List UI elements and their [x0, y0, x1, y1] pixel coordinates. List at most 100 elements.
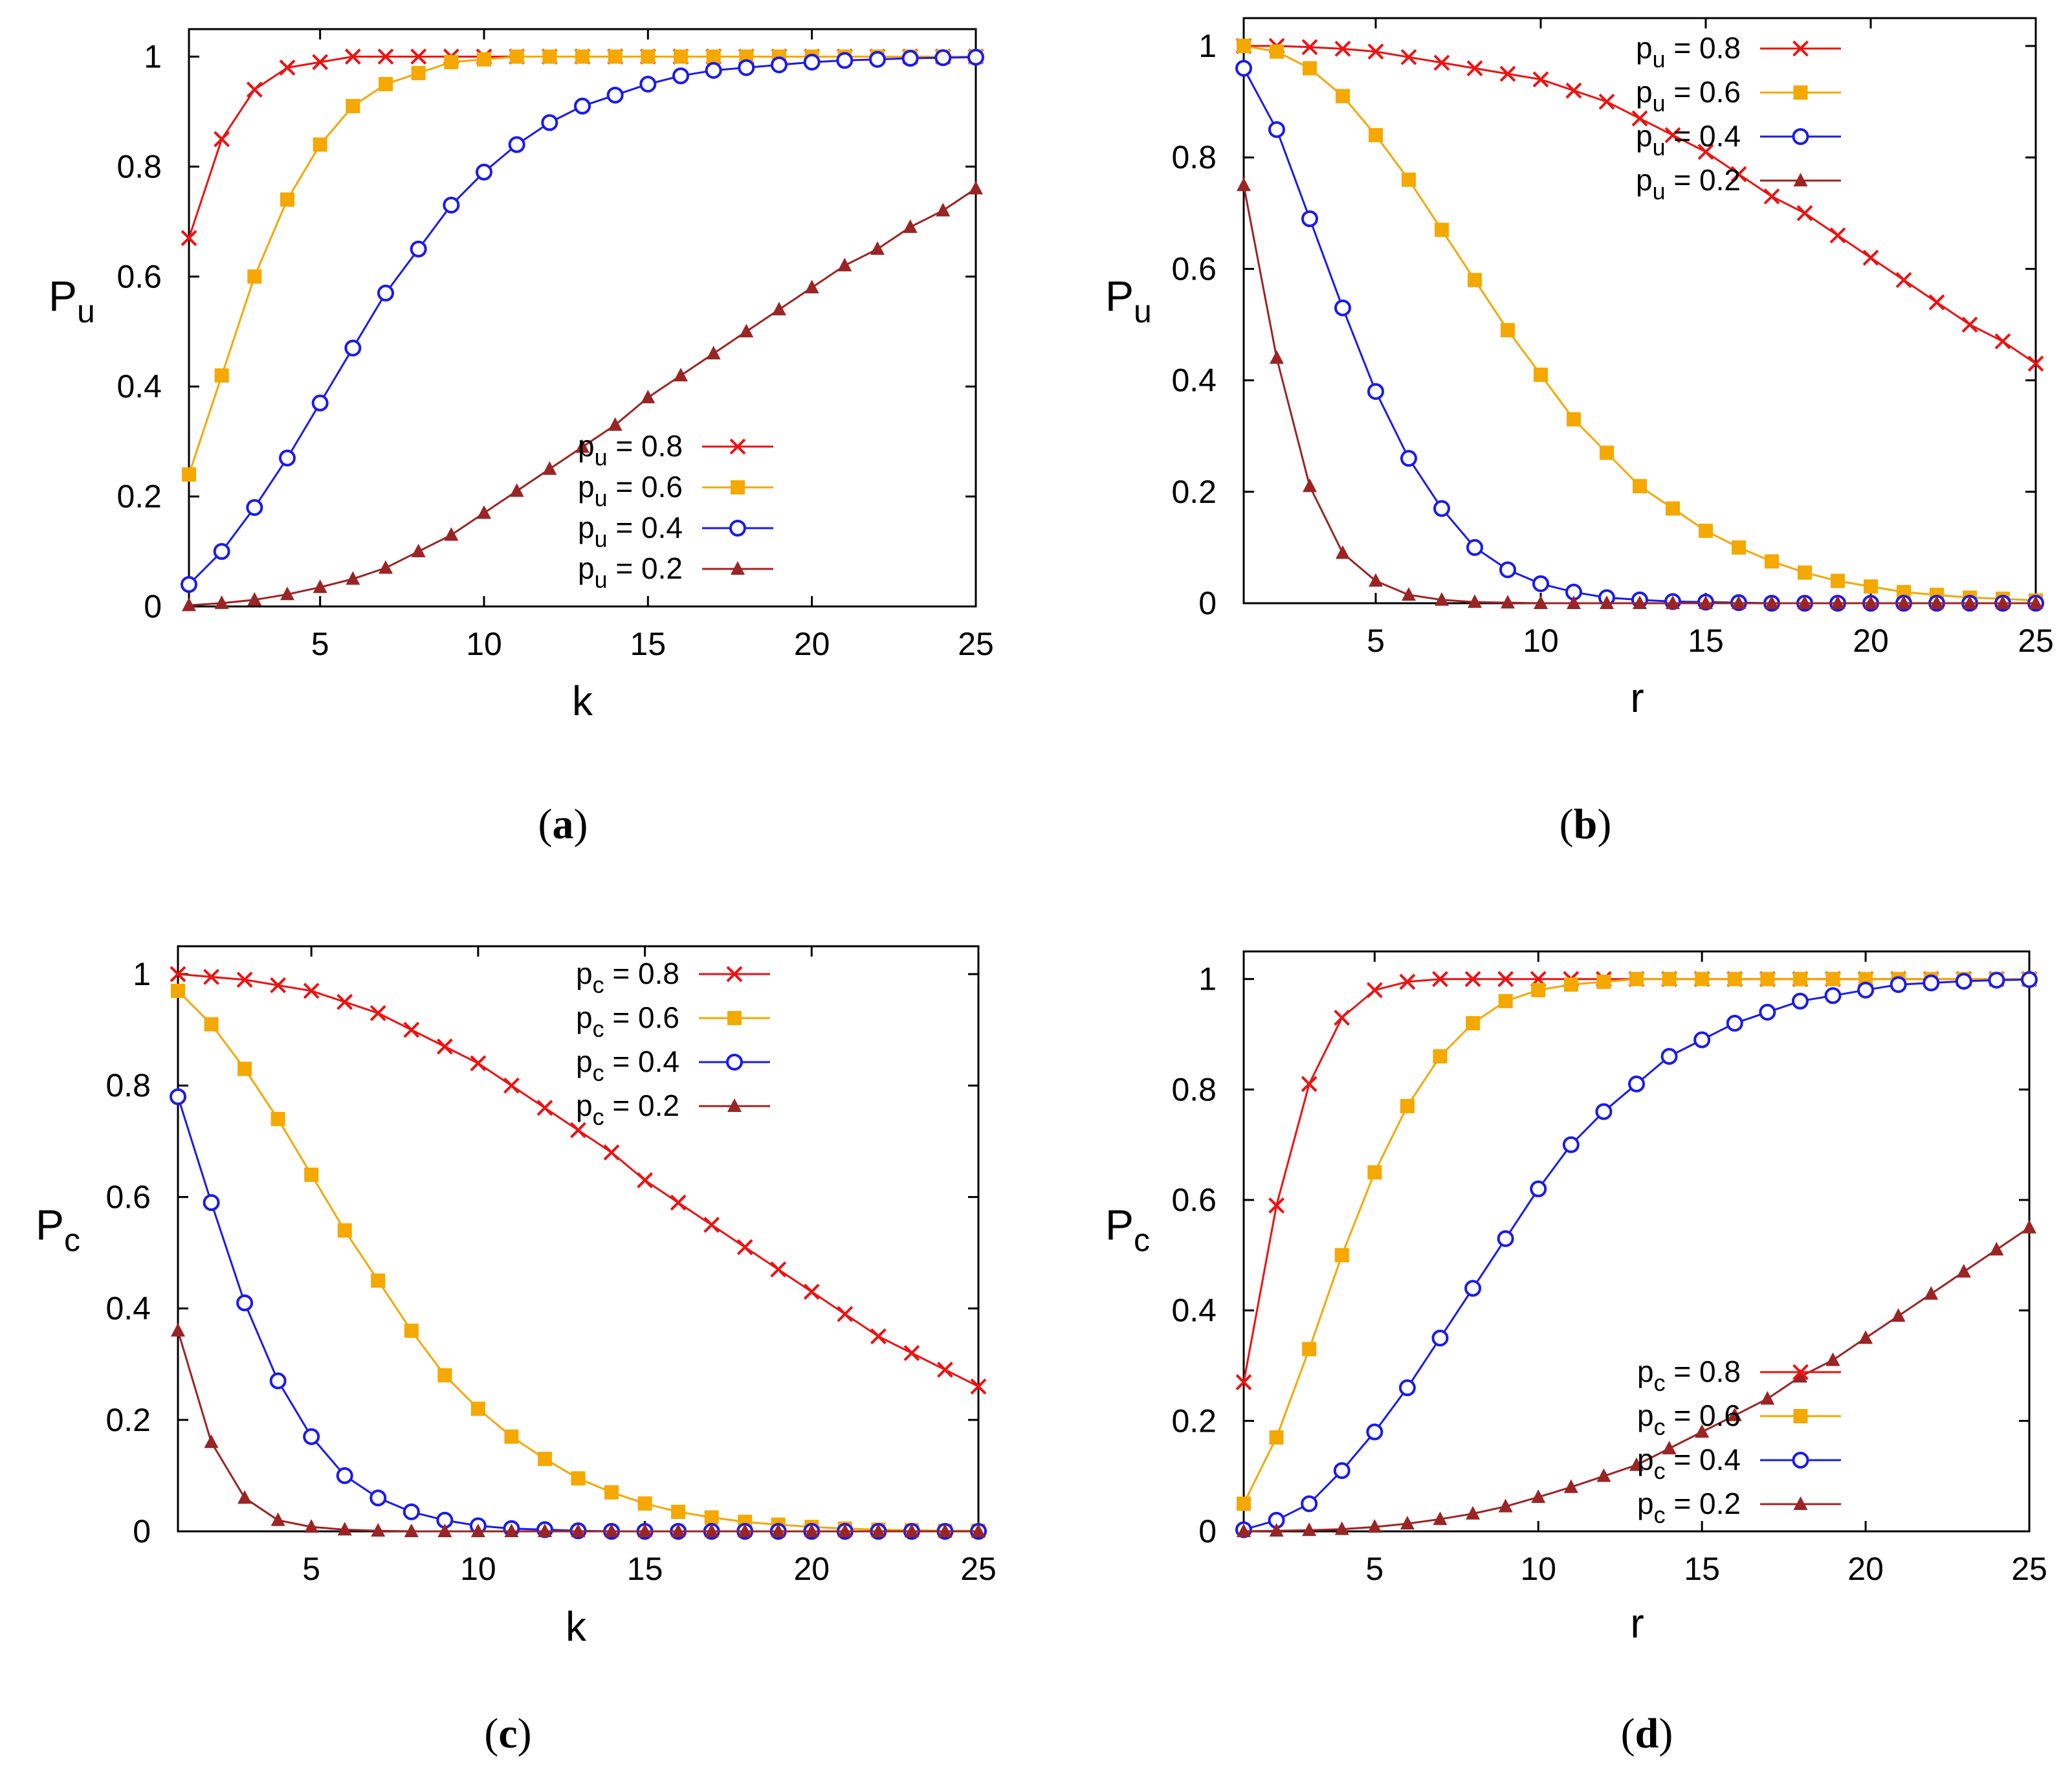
data-point	[1468, 272, 1482, 287]
data-point	[1825, 1352, 1840, 1366]
data-point	[1763, 188, 1780, 205]
legend-label: pc = 0.4	[576, 1045, 679, 1086]
data-point	[346, 571, 360, 585]
data-point	[182, 467, 196, 482]
data-point	[237, 1490, 252, 1504]
data-point	[738, 1524, 753, 1537]
x-tick-label: 10	[460, 1551, 496, 1587]
legend-marker	[731, 480, 745, 494]
data-point	[1989, 1241, 2004, 1256]
data-point	[1400, 1098, 1415, 1113]
data-point	[337, 1223, 352, 1238]
data-point	[870, 241, 885, 255]
legend: pu = 0.8pu = 0.6pu = 0.4pu = 0.2	[1636, 31, 1841, 205]
legend-label: pu = 0.8	[1636, 31, 1741, 72]
x-tick-label: 15	[1684, 1551, 1720, 1587]
data-point	[1924, 1286, 1939, 1300]
y-tick-label: 0	[1198, 585, 1217, 621]
data-point	[1996, 595, 2010, 609]
data-point	[204, 1017, 219, 1032]
data-point	[280, 192, 294, 207]
data-point	[1629, 1457, 1644, 1471]
data-point	[803, 53, 821, 71]
data-point	[1858, 1330, 1873, 1344]
series-line	[1242, 978, 2029, 1504]
data-point	[1660, 1048, 1678, 1065]
data-point	[2021, 971, 2038, 988]
x-tick-label: 15	[1688, 623, 1724, 659]
data-point	[937, 1361, 953, 1378]
series-square	[182, 49, 983, 482]
data-point	[411, 544, 426, 558]
data-point	[1662, 971, 1677, 986]
data-point	[477, 505, 491, 519]
data-point	[411, 65, 426, 80]
data-point	[213, 543, 230, 561]
data-point	[509, 49, 524, 64]
data-point	[1961, 316, 1978, 333]
data-point	[1633, 479, 1647, 494]
series-x	[1235, 971, 2038, 1391]
data-point	[1366, 982, 1383, 999]
data-point	[344, 49, 361, 65]
data-point	[1930, 595, 1944, 609]
data-point	[270, 1111, 285, 1126]
data-point	[1433, 1049, 1448, 1064]
y-tick-label: 0.8	[1171, 1071, 1217, 1107]
legend: pc = 0.8pc = 0.6pc = 0.4pc = 0.2	[1637, 1355, 1841, 1528]
data-point	[706, 49, 721, 64]
data-point	[904, 1524, 919, 1537]
data-point	[771, 1524, 786, 1537]
data-point	[270, 1512, 285, 1526]
legend-label: pu = 0.6	[578, 470, 683, 511]
data-point	[1367, 1165, 1382, 1180]
data-point	[1598, 93, 1615, 110]
data-point	[1730, 166, 1747, 183]
data-point	[1497, 1230, 1514, 1247]
data-point	[934, 49, 952, 67]
data-point	[1303, 61, 1317, 76]
data-point	[574, 97, 591, 115]
data-point	[1366, 1423, 1383, 1441]
legend-marker	[729, 520, 746, 537]
panel-caption: (d)	[1621, 1710, 1673, 1757]
data-point	[181, 230, 197, 247]
series-x	[170, 966, 987, 1395]
series-circle	[181, 49, 984, 594]
legend-marker	[729, 438, 746, 455]
data-point	[1628, 1075, 1645, 1093]
data-point	[870, 1328, 887, 1345]
data-point	[869, 50, 886, 68]
data-point	[1499, 561, 1516, 579]
y-tick-label: 0.8	[1171, 139, 1217, 175]
series-square	[1237, 971, 2036, 1511]
legend-marker	[1792, 40, 1809, 57]
legend-label: pc = 0.2	[576, 1089, 679, 1130]
data-point	[279, 60, 296, 76]
data-point	[1334, 299, 1351, 316]
data-point	[214, 368, 229, 383]
data-point	[437, 1524, 452, 1537]
y-tick-label: 0.8	[116, 148, 162, 184]
data-point	[1666, 595, 1680, 609]
legend-marker	[1793, 173, 1808, 186]
data-point	[170, 1088, 186, 1105]
data-point	[1501, 595, 1515, 609]
data-point	[1466, 1505, 1481, 1520]
data-point	[1269, 1430, 1284, 1445]
data-point	[1301, 1495, 1318, 1513]
data-point	[703, 1217, 720, 1233]
data-point	[837, 1524, 852, 1537]
data-point	[269, 1372, 287, 1390]
y-tick-label: 0.4	[116, 368, 162, 405]
data-point	[1268, 121, 1285, 139]
panel-caption: (a)	[538, 801, 588, 848]
data-point	[542, 49, 557, 64]
data-point	[1367, 1519, 1382, 1533]
data-point	[1466, 1016, 1481, 1030]
data-point	[537, 1452, 552, 1467]
data-point	[1466, 60, 1483, 76]
data-point	[444, 54, 459, 69]
x-tick-label: 20	[794, 626, 830, 662]
data-point	[1237, 177, 1251, 192]
